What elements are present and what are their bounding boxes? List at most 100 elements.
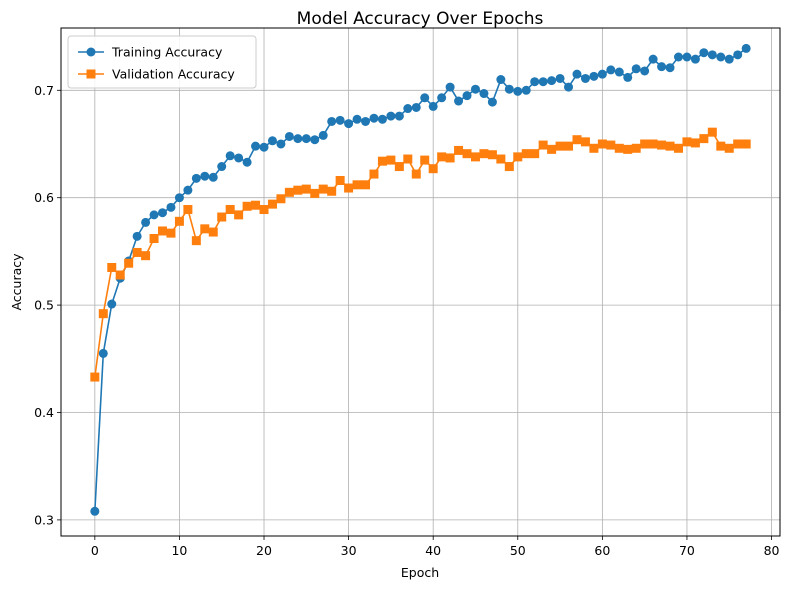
data-point-training — [470, 84, 480, 94]
data-point-validation — [310, 188, 320, 198]
data-point-training — [530, 77, 540, 87]
data-point-validation — [454, 145, 464, 155]
data-point-validation — [504, 162, 514, 172]
x-axis-label: Epoch — [401, 565, 439, 580]
data-point-validation — [208, 227, 218, 237]
grid — [61, 28, 780, 536]
data-point-validation — [631, 143, 641, 153]
data-point-training — [437, 93, 447, 103]
data-point-training — [166, 202, 176, 212]
data-point-validation — [377, 156, 387, 166]
series-line-training — [94, 47, 747, 512]
data-point-training — [141, 217, 151, 227]
data-point-validation — [564, 141, 574, 151]
data-point-validation — [107, 263, 117, 273]
data-point-training — [259, 142, 269, 152]
data-point-validation — [293, 185, 303, 195]
data-point-validation — [496, 154, 506, 164]
data-point-validation — [623, 144, 633, 154]
legend: Training Accuracy Validation Accuracy — [67, 35, 257, 89]
data-point-validation — [724, 143, 734, 153]
data-point-validation — [174, 216, 184, 226]
data-point-validation — [420, 155, 430, 165]
data-point-training — [513, 86, 523, 96]
data-point-training — [310, 135, 320, 145]
data-point-validation — [665, 141, 675, 151]
data-point-validation — [716, 141, 726, 151]
series-line-validation — [94, 131, 747, 378]
data-point-validation — [183, 205, 193, 215]
data-point-training — [200, 171, 210, 181]
series-training — [90, 43, 751, 516]
data-point-training — [149, 210, 159, 220]
data-point-training — [665, 63, 675, 73]
data-point-validation — [733, 139, 743, 149]
data-point-validation — [149, 234, 159, 244]
data-point-validation — [640, 139, 650, 149]
data-point-validation — [572, 135, 582, 145]
data-point-validation — [352, 180, 362, 190]
x-tick-label: 40 — [425, 543, 441, 558]
data-point-training — [174, 193, 184, 203]
data-point-training — [327, 116, 337, 126]
data-point-training — [572, 69, 582, 79]
x-tick-label: 50 — [510, 543, 526, 558]
data-point-validation — [538, 140, 548, 150]
data-point-training — [98, 348, 108, 358]
y-tick-label: 0.3 — [34, 512, 54, 527]
data-point-validation — [699, 134, 709, 144]
y-axis-label: Accuracy — [9, 253, 24, 311]
data-point-validation — [589, 143, 599, 153]
data-point-validation — [132, 247, 142, 257]
data-point-training — [191, 173, 201, 183]
data-point-validation — [597, 139, 607, 149]
data-point-validation — [386, 155, 396, 165]
data-point-training — [733, 50, 743, 60]
data-point-validation — [614, 143, 624, 153]
data-point-training — [640, 66, 650, 76]
data-point-validation — [445, 153, 455, 163]
data-point-training — [267, 136, 277, 146]
data-point-training — [428, 101, 438, 111]
data-point-training — [462, 91, 472, 101]
data-point-validation — [141, 251, 151, 261]
data-point-training — [411, 102, 421, 112]
data-point-training — [521, 85, 531, 95]
data-point-training — [716, 52, 726, 62]
data-point-validation — [115, 270, 125, 280]
data-point-training — [293, 134, 303, 144]
chart-title: Model Accuracy Over Epochs — [297, 9, 544, 29]
data-point-training — [673, 52, 683, 62]
data-point-validation — [158, 226, 168, 236]
data-point-validation — [242, 201, 252, 211]
data-point-validation — [166, 228, 176, 238]
data-point-validation — [225, 205, 235, 215]
data-point-training — [284, 131, 294, 141]
data-point-validation — [682, 137, 692, 147]
y-tick-label: 0.4 — [34, 405, 54, 420]
data-point-training — [707, 50, 717, 60]
data-point-validation — [276, 194, 286, 204]
data-point-training — [217, 162, 227, 172]
data-point-training — [420, 93, 430, 103]
data-point-validation — [318, 184, 328, 194]
data-point-validation — [98, 309, 108, 319]
data-point-training — [555, 73, 565, 83]
data-point-training — [369, 113, 379, 123]
x-tick-label: 30 — [341, 543, 357, 558]
data-point-validation — [707, 127, 717, 137]
data-point-training — [158, 208, 168, 218]
data-point-training — [403, 104, 413, 114]
data-point-training — [251, 141, 261, 151]
data-point-training — [690, 54, 700, 64]
data-point-training — [487, 97, 497, 107]
data-point-training — [107, 299, 117, 309]
data-point-validation — [657, 140, 667, 150]
data-point-training — [724, 54, 734, 64]
data-point-training — [564, 82, 574, 92]
data-point-validation — [394, 162, 404, 172]
data-point-validation — [234, 210, 244, 220]
data-point-validation — [284, 187, 294, 197]
data-point-validation — [530, 149, 540, 159]
